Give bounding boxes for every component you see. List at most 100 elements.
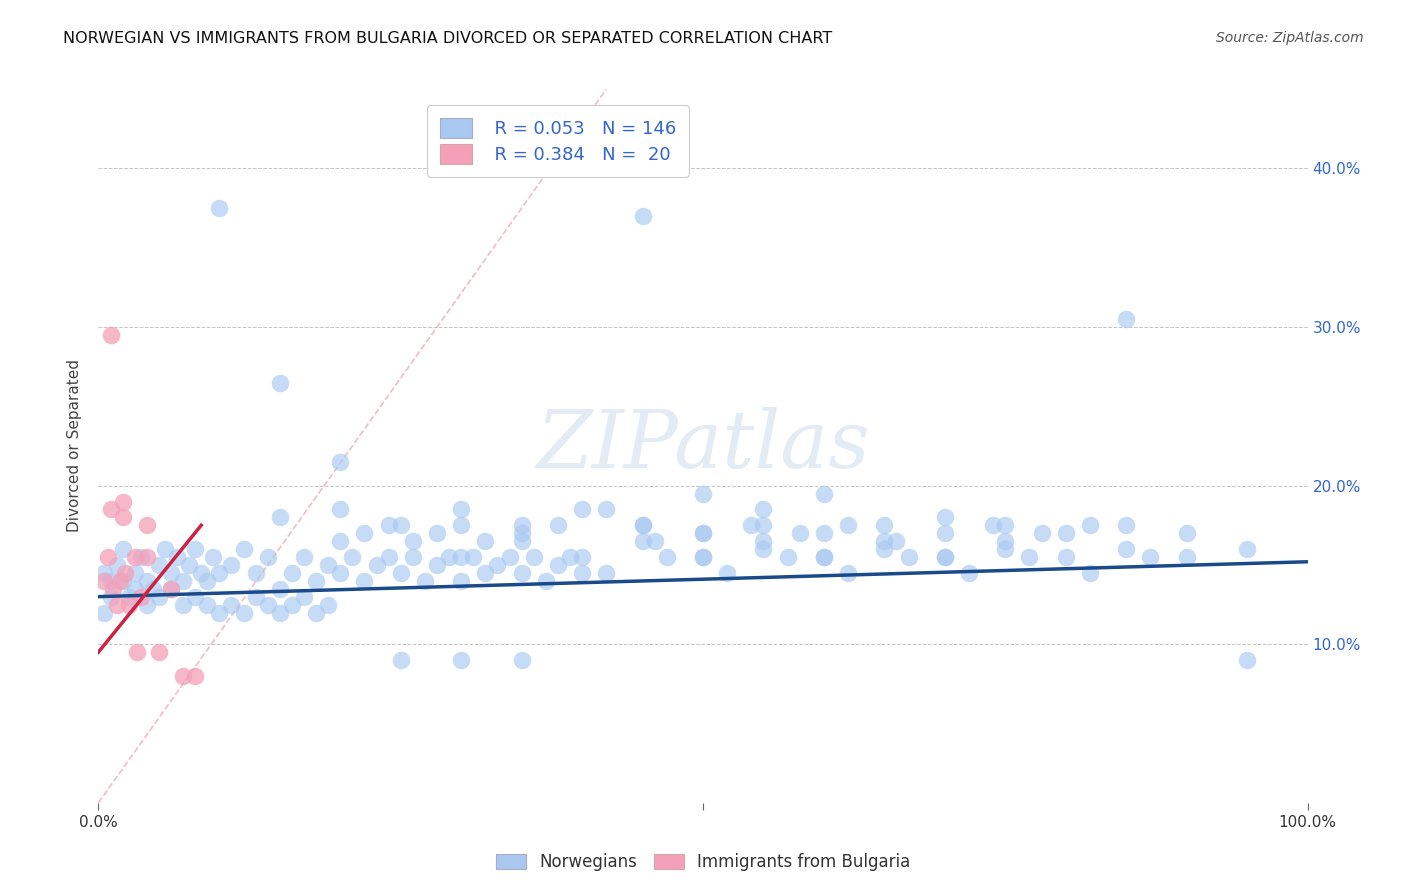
- Point: [118, 598, 141, 612]
- Point: [558, 549, 581, 564]
- Point: [426, 558, 449, 572]
- Point: [994, 534, 1017, 549]
- Point: [534, 574, 557, 588]
- Point: [413, 574, 436, 588]
- Point: [981, 518, 1004, 533]
- Point: [160, 582, 183, 596]
- Point: [232, 542, 254, 557]
- Point: [1115, 542, 1137, 557]
- Legend: Norwegians, Immigrants from Bulgaria: Norwegians, Immigrants from Bulgaria: [488, 845, 918, 880]
- Point: [172, 598, 194, 612]
- Point: [111, 542, 134, 557]
- Point: [510, 566, 533, 580]
- Point: [269, 606, 291, 620]
- Point: [135, 549, 157, 564]
- Point: [353, 526, 375, 541]
- Point: [510, 534, 533, 549]
- Point: [93, 566, 115, 580]
- Point: [114, 566, 136, 580]
- Point: [740, 518, 762, 533]
- Point: [329, 502, 352, 516]
- Point: [269, 510, 291, 524]
- Text: Source: ZipAtlas.com: Source: ZipAtlas.com: [1216, 31, 1364, 45]
- Point: [957, 566, 980, 580]
- Point: [389, 518, 412, 533]
- Point: [256, 549, 278, 564]
- Point: [111, 510, 134, 524]
- Point: [897, 549, 920, 564]
- Point: [377, 549, 399, 564]
- Point: [1054, 526, 1077, 541]
- Point: [105, 558, 128, 572]
- Point: [1236, 653, 1258, 667]
- Point: [934, 549, 956, 564]
- Point: [160, 582, 183, 596]
- Point: [510, 653, 533, 667]
- Point: [752, 518, 775, 533]
- Text: NORWEGIAN VS IMMIGRANTS FROM BULGARIA DIVORCED OR SEPARATED CORRELATION CHART: NORWEGIAN VS IMMIGRANTS FROM BULGARIA DI…: [63, 31, 832, 46]
- Point: [101, 582, 124, 596]
- Point: [172, 669, 194, 683]
- Point: [208, 201, 231, 215]
- Point: [510, 518, 533, 533]
- Point: [450, 653, 472, 667]
- Point: [463, 549, 485, 564]
- Y-axis label: Divorced or Separated: Divorced or Separated: [67, 359, 83, 533]
- Point: [813, 526, 835, 541]
- Point: [994, 542, 1017, 557]
- Point: [281, 598, 304, 612]
- Point: [135, 574, 157, 588]
- Point: [631, 518, 654, 533]
- Point: [142, 582, 165, 596]
- Point: [692, 526, 714, 541]
- Point: [450, 549, 472, 564]
- Point: [692, 526, 714, 541]
- Point: [108, 574, 131, 588]
- Point: [184, 590, 207, 604]
- Point: [934, 526, 956, 541]
- Point: [571, 549, 593, 564]
- Point: [124, 566, 146, 580]
- Point: [1236, 542, 1258, 557]
- Point: [160, 566, 183, 580]
- Point: [1175, 549, 1198, 564]
- Point: [292, 590, 315, 604]
- Point: [353, 574, 375, 588]
- Point: [486, 558, 509, 572]
- Point: [124, 582, 146, 596]
- Point: [269, 582, 291, 596]
- Point: [837, 518, 859, 533]
- Point: [752, 542, 775, 557]
- Point: [105, 598, 128, 612]
- Point: [474, 534, 496, 549]
- Point: [426, 526, 449, 541]
- Point: [316, 558, 339, 572]
- Point: [305, 606, 328, 620]
- Point: [716, 566, 738, 580]
- Point: [813, 549, 835, 564]
- Point: [184, 542, 207, 557]
- Point: [389, 566, 412, 580]
- Point: [1115, 312, 1137, 326]
- Point: [389, 653, 412, 667]
- Point: [547, 558, 569, 572]
- Point: [789, 526, 811, 541]
- Point: [655, 549, 678, 564]
- Point: [195, 574, 218, 588]
- Point: [281, 566, 304, 580]
- Point: [813, 549, 835, 564]
- Point: [93, 574, 115, 588]
- Point: [256, 598, 278, 612]
- Point: [153, 542, 176, 557]
- Point: [245, 590, 267, 604]
- Point: [1031, 526, 1053, 541]
- Point: [232, 606, 254, 620]
- Point: [195, 598, 218, 612]
- Point: [129, 590, 152, 604]
- Point: [631, 534, 654, 549]
- Point: [124, 549, 146, 564]
- Point: [111, 494, 134, 508]
- Point: [202, 549, 225, 564]
- Point: [100, 590, 122, 604]
- Point: [93, 606, 115, 620]
